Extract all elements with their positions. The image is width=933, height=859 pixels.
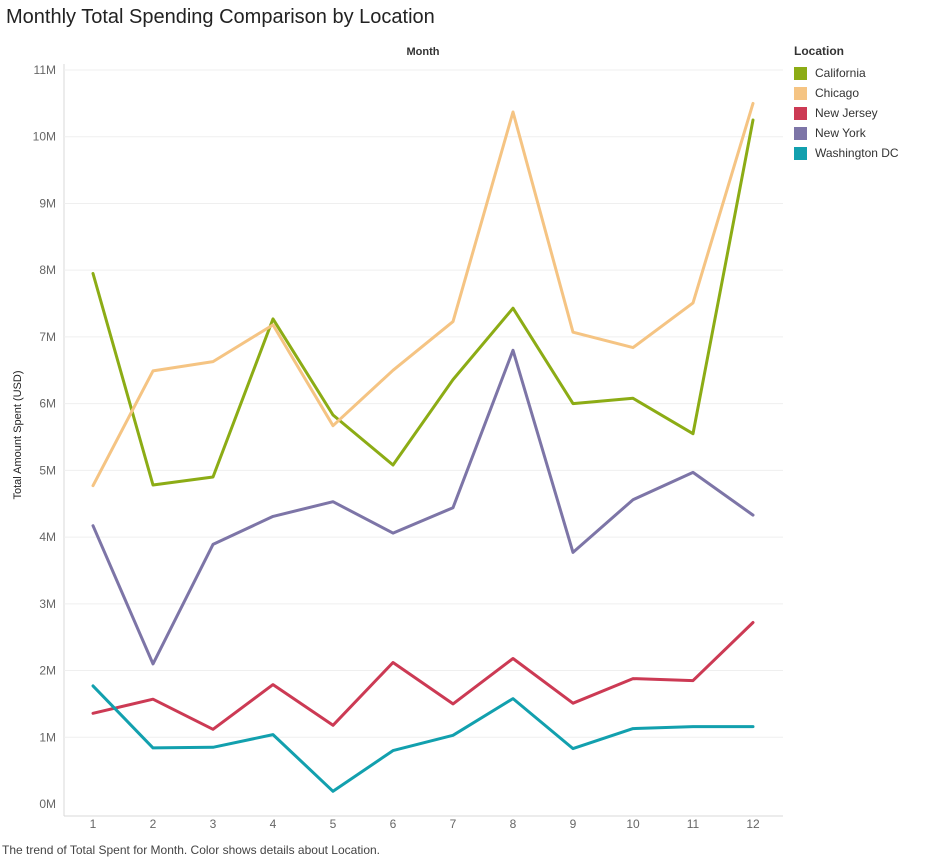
y-tick-label: 10M — [33, 130, 56, 144]
legend-swatch — [794, 126, 807, 140]
y-tick-label: 6M — [39, 397, 56, 411]
series-line-chicago — [91, 101, 755, 488]
x-tick-label: 3 — [210, 817, 217, 831]
y-axis-title: Total Amount Spent (USD) — [12, 370, 24, 499]
y-tick-label: 5M — [39, 463, 56, 477]
legend-swatch — [794, 86, 807, 100]
x-axis-header: Month — [407, 46, 440, 58]
x-tick-label: 8 — [510, 817, 517, 831]
series-lines — [91, 101, 755, 793]
legend-label: New York — [815, 126, 866, 140]
x-tick-label: 9 — [570, 817, 577, 831]
x-tick-label: 2 — [150, 817, 157, 831]
legend-items: California Chicago New Jersey New York Washi… — [794, 63, 899, 163]
x-tick-label: 11 — [687, 817, 700, 831]
gridlines — [63, 64, 783, 817]
x-tick-label: 1 — [90, 817, 97, 831]
x-tick-label: 4 — [270, 817, 277, 831]
legend-swatch — [794, 106, 807, 120]
legend-label: California — [815, 66, 866, 80]
legend: Location California Chicago New Jersey New … — [794, 44, 899, 163]
x-tick-label: 12 — [746, 817, 760, 831]
y-tick-label: 1M — [39, 730, 56, 744]
chart-title: Monthly Total Spending Comparison by Loc… — [6, 6, 435, 28]
series-line-new-york — [91, 348, 755, 666]
y-tick-label: 3M — [39, 597, 56, 611]
y-tick-label: 7M — [39, 330, 56, 344]
legend-item-new-jersey[interactable]: New Jersey — [794, 103, 899, 123]
legend-title: Location — [794, 44, 844, 58]
legend-item-new-york[interactable]: New York — [794, 123, 899, 143]
chart-caption: The trend of Total Spent for Month. Colo… — [2, 843, 380, 857]
series-line-new-jersey — [91, 621, 755, 731]
legend-label: Washington DC — [815, 146, 899, 160]
x-axis-ticks: 1 2 3 4 5 6 7 8 9 10 11 12 — [90, 817, 760, 831]
x-tick-label: 7 — [450, 817, 457, 831]
series-line-california — [91, 118, 755, 487]
legend-item-chicago[interactable]: Chicago — [794, 83, 899, 103]
y-tick-label: 2M — [39, 664, 56, 678]
legend-swatch — [794, 146, 807, 160]
legend-item-washington-dc[interactable]: Washington DC — [794, 143, 899, 163]
y-tick-label: 11M — [34, 63, 56, 77]
x-tick-label: 5 — [330, 817, 337, 831]
series-line-washington-dc — [91, 684, 755, 793]
y-tick-label: 8M — [39, 263, 56, 277]
y-tick-label: 0M — [39, 797, 56, 811]
legend-label: Chicago — [815, 86, 860, 100]
x-tick-label: 6 — [390, 817, 397, 831]
legend-swatch — [794, 66, 807, 80]
y-tick-label: 9M — [39, 196, 56, 210]
x-tick-label: 10 — [626, 817, 640, 831]
y-tick-label: 4M — [39, 530, 56, 544]
y-axis-ticks: 0M 1M 2M 3M 4M 5M 6M 7M 8M 9M 10M 11M — [33, 63, 56, 811]
legend-label: New Jersey — [815, 106, 878, 120]
legend-item-california[interactable]: California — [794, 63, 899, 83]
